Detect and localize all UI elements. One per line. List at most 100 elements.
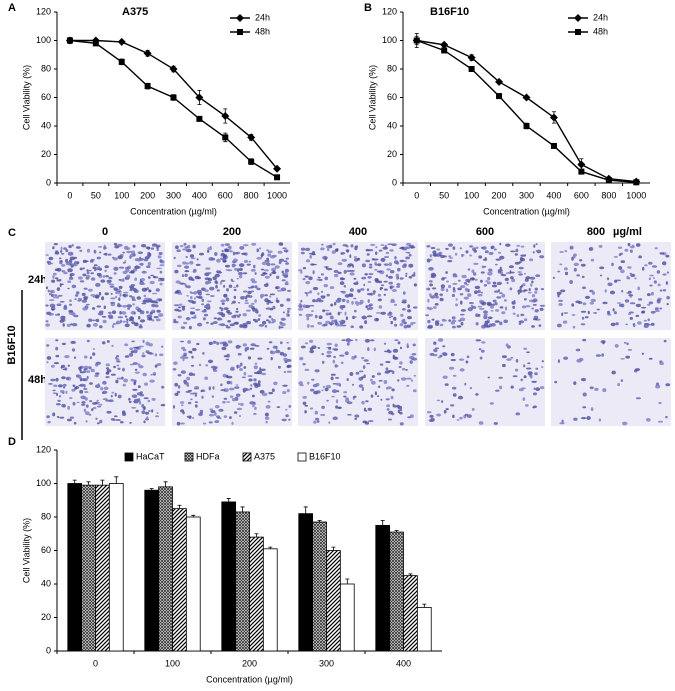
cell [60,250,63,253]
cell [85,275,91,278]
point [248,158,255,165]
cell [375,318,379,321]
cell [480,271,485,274]
cell [489,402,494,405]
cell [523,375,527,379]
cell [311,253,316,256]
cell [615,322,619,326]
cell [444,383,449,386]
cell [385,274,389,278]
cell [194,394,197,397]
cell [105,376,110,379]
cell [495,258,501,261]
cell [596,308,601,311]
cell [298,381,304,386]
cell [207,359,214,364]
cell [483,315,488,320]
cell [178,303,183,306]
cell [321,243,324,246]
cell [242,290,248,293]
bar [312,521,327,652]
cell [142,372,147,377]
cell [150,274,154,277]
cell [284,282,287,286]
cell [82,259,87,263]
cell [187,340,192,344]
cell [659,307,663,310]
cell [47,261,52,265]
cell [88,288,93,292]
cell [527,291,532,294]
cell [653,280,657,284]
cell [279,351,285,356]
cell [70,340,76,344]
bar [108,483,124,652]
cell [535,387,540,392]
cell [260,293,265,297]
cell [472,306,477,309]
cell [141,287,148,292]
cell [429,283,433,287]
cell [617,382,620,387]
cell [523,347,528,350]
image-background [551,242,671,330]
cell [479,356,483,360]
cell [95,372,100,375]
cell [448,319,452,322]
cell [534,287,538,291]
cell [440,287,445,292]
cell [82,273,87,277]
cell [216,341,219,346]
cell [611,262,614,267]
x-tick-label: 50 [439,190,449,200]
cell [573,381,577,385]
cell [142,299,147,304]
cell [247,356,252,360]
cell [641,352,645,355]
cell [459,313,465,316]
cell [617,302,622,304]
cell [232,258,238,263]
cell [406,324,411,328]
cell [129,288,133,292]
cell [91,319,97,322]
cell [318,299,324,303]
cell [361,356,365,360]
cell [146,416,149,419]
cell [602,388,607,393]
cell [278,242,284,246]
cell [173,304,180,307]
cell [59,279,62,281]
cell [154,300,158,304]
cell [541,366,544,368]
cell [307,292,310,294]
cell [57,384,63,388]
cell [132,388,138,391]
cell [627,348,633,351]
cell [124,355,130,358]
cell [186,294,189,297]
cell [426,258,431,263]
cell [245,346,250,351]
cell [150,247,155,250]
cell [505,272,512,274]
cell [360,376,364,379]
cell [361,263,366,268]
cell [412,389,417,393]
cell [156,249,159,251]
cell [436,413,441,417]
cell [582,392,587,397]
cell [427,307,433,311]
cell [230,367,235,371]
cell [228,246,232,250]
cell [75,294,79,297]
cell [75,291,80,295]
cell [85,420,88,423]
cell [531,307,534,310]
cell [45,254,49,256]
cell [351,356,356,360]
cell [96,399,99,402]
point [578,168,585,175]
row-label: 48h [28,374,47,386]
cell [86,248,91,253]
